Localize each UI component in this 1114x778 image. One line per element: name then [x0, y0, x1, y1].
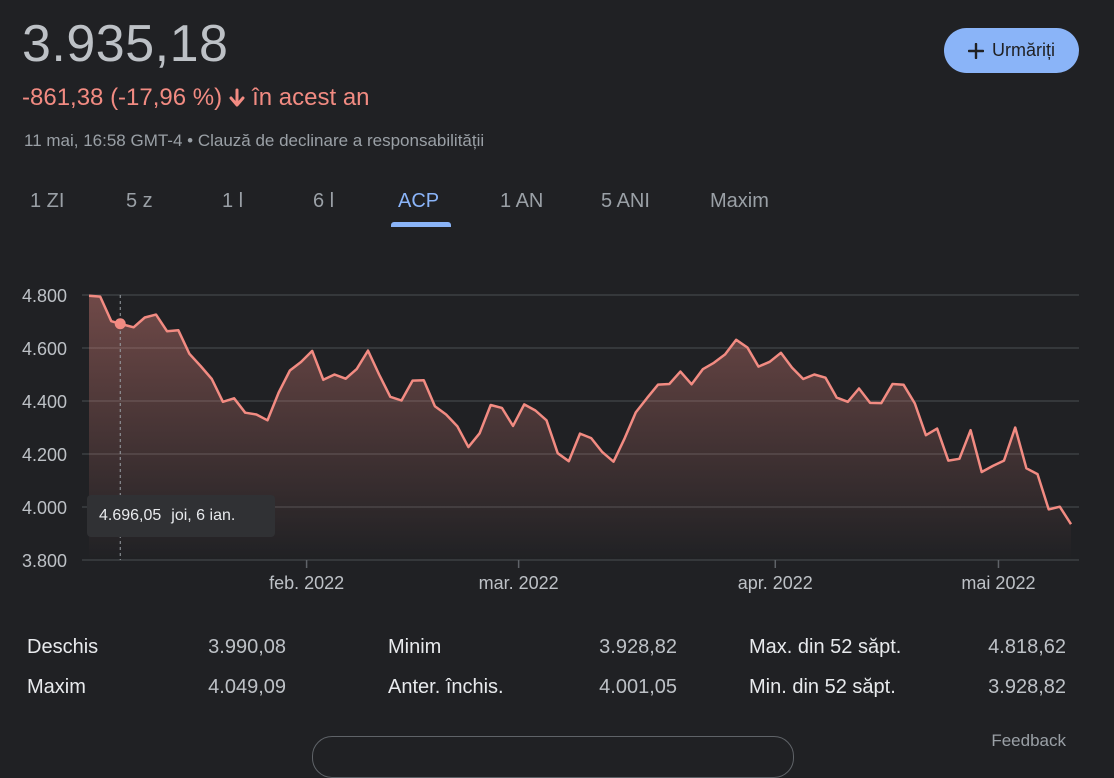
current-price: 3.935,18: [22, 15, 229, 73]
x-tick-label: feb. 2022: [269, 573, 344, 593]
hover-tooltip: 4.696,05 joi, 6 ian.: [87, 495, 275, 537]
stat-value-52w-low: 3.928,82: [988, 676, 1066, 698]
range-tabs: 1 ZI 5 z 1 l 6 l ACP 1 AN 5 ANI Maxim: [0, 186, 800, 230]
stat-label-low: Minim: [388, 636, 442, 658]
tab-5-years[interactable]: 5 ANI: [601, 190, 650, 212]
stats-table: Deschis 3.990,08 Minim 3.928,82 Max. din…: [0, 626, 1114, 706]
tab-1-year[interactable]: 1 AN: [500, 190, 544, 212]
y-tick-label: 4.600: [22, 339, 67, 359]
stat-label-prev-close: Anter. închis.: [388, 676, 504, 698]
tab-ytd[interactable]: ACP: [398, 190, 440, 212]
arrow-down-icon: [229, 88, 245, 107]
active-tab-indicator: [391, 222, 451, 227]
tab-5-days[interactable]: 5 z: [126, 190, 153, 212]
more-button[interactable]: [312, 736, 794, 778]
stat-label-open: Deschis: [27, 636, 99, 658]
tab-max[interactable]: Maxim: [710, 190, 769, 212]
stat-value-open: 3.990,08: [208, 636, 286, 658]
tab-1-month[interactable]: 1 l: [222, 190, 244, 212]
price-line: [88, 294, 1073, 525]
change-value: -861,38 (-17,96 %): [22, 84, 223, 111]
timestamp-disclaimer[interactable]: 11 mai, 16:58 GMT-4 • Clauză de declinar…: [24, 131, 485, 150]
stat-label-high: Maxim: [27, 676, 86, 698]
hover-point: [114, 318, 126, 330]
plus-icon: [968, 42, 984, 59]
price-chart[interactable]: 4.800 4.600 4.400 4.200 4.000 3.800 feb. 2022…: [0, 260, 1114, 600]
feedback-link[interactable]: Feedback: [991, 731, 1066, 750]
change-period: în acest an: [252, 84, 370, 111]
tab-6-months[interactable]: 6 l: [313, 190, 335, 212]
follow-button[interactable]: Urmăriți: [944, 28, 1079, 73]
y-tick-label: 4.400: [22, 392, 67, 412]
follow-label: Urmăriți: [992, 40, 1055, 60]
y-tick-label: 4.200: [22, 445, 67, 465]
stat-label-52w-high: Max. din 52 săpt.: [749, 636, 902, 658]
stat-value-52w-high: 4.818,62: [988, 636, 1066, 658]
stat-value-high: 4.049,09: [208, 676, 286, 698]
tab-1-day[interactable]: 1 ZI: [30, 190, 65, 212]
tooltip-value: 4.696,05: [99, 507, 162, 524]
x-tick-label: apr. 2022: [738, 573, 813, 593]
price-change: -861,38 (-17,96 %) în acest an: [22, 84, 370, 112]
x-tick-label: mai 2022: [961, 573, 1035, 593]
stat-value-low: 3.928,82: [599, 636, 677, 658]
stat-label-52w-low: Min. din 52 săpt.: [749, 676, 896, 698]
price-area: [89, 295, 1071, 560]
y-tick-label: 4.800: [22, 286, 67, 306]
tooltip-date: joi, 6 ian.: [171, 507, 236, 524]
y-tick-label: 3.800: [22, 551, 67, 571]
y-tick-label: 4.000: [22, 498, 67, 518]
stat-value-prev-close: 4.001,05: [599, 676, 677, 698]
x-tick-label: mar. 2022: [479, 573, 559, 593]
